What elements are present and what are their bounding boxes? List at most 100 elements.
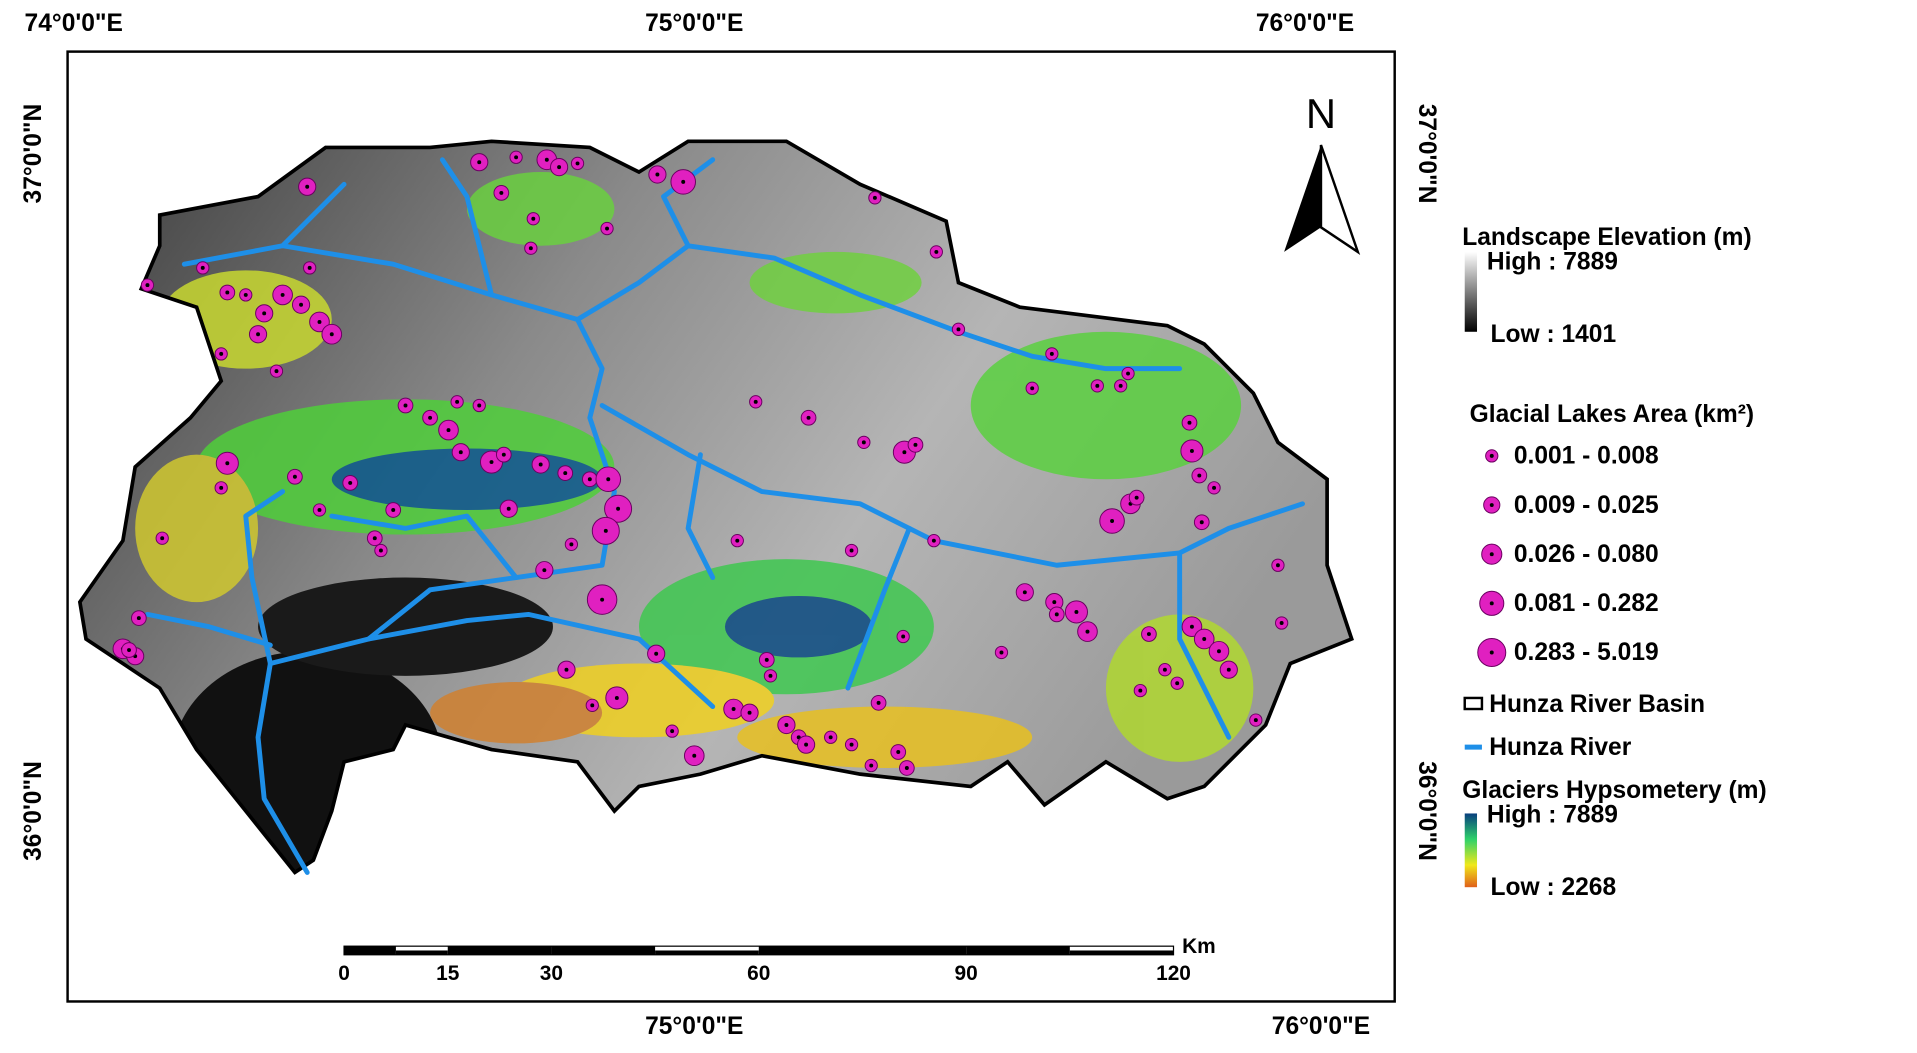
legend-label: 0.283 - 5.019 — [1514, 639, 1659, 666]
lake-center — [477, 403, 482, 408]
lake-center — [1074, 609, 1079, 614]
legend-title: Glacial Lakes Area (km²) — [1470, 401, 1754, 428]
lake-center — [896, 750, 901, 754]
lake-center — [569, 542, 574, 547]
lake-center — [542, 568, 547, 573]
lake-center — [1134, 495, 1139, 500]
legend-label: High : 7889 — [1487, 801, 1618, 828]
lake-center — [804, 742, 809, 747]
lake-center — [563, 471, 568, 476]
graticule-label: 75°0'0"E — [645, 1013, 743, 1040]
lake-center — [956, 327, 961, 332]
lake-center — [489, 460, 494, 464]
lake-center — [200, 265, 205, 270]
lake-center — [219, 485, 224, 490]
scale-segment — [655, 950, 759, 955]
lake-center — [747, 710, 752, 715]
lake-center — [1126, 371, 1131, 376]
lake-center — [902, 450, 907, 455]
scale-segment — [344, 946, 396, 955]
lake-center — [616, 506, 621, 511]
legend-title: Glaciers Hypsometery (m) — [1462, 777, 1766, 804]
lake-center — [1049, 351, 1054, 356]
lake-center — [731, 707, 736, 711]
lake-center — [872, 195, 877, 200]
legend-symbol-center — [1489, 601, 1494, 606]
lake-center — [528, 246, 533, 251]
lake-center — [1085, 629, 1090, 634]
lake-center — [372, 536, 377, 541]
scale-segment — [551, 946, 656, 955]
lake-center — [455, 399, 460, 404]
lake-center — [806, 415, 811, 420]
lake-center — [655, 172, 660, 177]
lake-center — [849, 742, 854, 747]
scale-segment — [758, 946, 967, 955]
lake-center — [590, 703, 595, 708]
lake-center — [1095, 383, 1100, 388]
lake-center — [1022, 590, 1027, 595]
legend-swatch — [1463, 696, 1484, 711]
lake-center — [1202, 637, 1207, 641]
lake-center — [329, 332, 334, 337]
legend-label: 0.081 - 0.282 — [1514, 590, 1659, 617]
lake-center — [1189, 624, 1194, 629]
legend-label: 0.009 - 0.025 — [1514, 492, 1659, 519]
lake-center — [428, 415, 433, 420]
lake-center — [538, 462, 543, 467]
lake-center — [901, 634, 906, 639]
graticule-label: 37°0'0"N — [1413, 104, 1440, 204]
lake-center — [499, 190, 504, 195]
lake-center — [1275, 563, 1280, 568]
legend-label: Low : 2268 — [1491, 874, 1617, 901]
lake-center — [317, 319, 322, 324]
lake-center — [1212, 485, 1217, 490]
lake-center — [849, 548, 854, 553]
lake-center — [564, 667, 569, 672]
lake-center — [1199, 520, 1204, 525]
lake-center — [869, 763, 874, 768]
lake-center — [587, 477, 592, 482]
lake-center — [145, 283, 150, 288]
lake-center — [1138, 688, 1143, 693]
lake-center — [670, 729, 675, 734]
scale-label: 60 — [747, 962, 770, 985]
lake-center — [1279, 621, 1284, 625]
lake-center — [1162, 667, 1167, 672]
lake-center — [274, 369, 279, 374]
scale-label: 90 — [955, 962, 978, 985]
graticule-label: 74°0'0"E — [25, 10, 123, 37]
graticule-label: 36°0'0"N — [20, 761, 47, 861]
lake-center — [1189, 449, 1194, 453]
lake-center — [753, 399, 758, 404]
lake-center — [262, 311, 267, 316]
lake-center — [160, 536, 165, 541]
lake-center — [913, 442, 918, 447]
graticule-label: 75°0'0"E — [645, 10, 743, 37]
legend-symbol-center — [1489, 552, 1494, 557]
scale-bar: Km 0 15 30 60 90 120 — [338, 935, 1215, 985]
lake-center — [934, 249, 939, 254]
lake-center — [1146, 632, 1151, 637]
lake-center — [603, 528, 608, 533]
lake-center — [735, 538, 740, 543]
lake-center — [136, 616, 141, 621]
lake-center — [501, 452, 506, 457]
scale-label: 15 — [436, 962, 460, 985]
lake-center — [506, 506, 511, 511]
legend-title: Landscape Elevation (m) — [1462, 224, 1751, 251]
lake-center — [1226, 667, 1231, 672]
legend-label: Hunza River Basin — [1489, 691, 1705, 718]
scale-segment — [447, 946, 552, 955]
lake-center — [446, 428, 451, 433]
lake-center — [531, 216, 536, 221]
lake-center — [1253, 718, 1258, 723]
lake-center — [348, 480, 353, 485]
lake-center — [514, 155, 519, 160]
lake-center — [477, 160, 482, 165]
lake-center — [280, 292, 285, 297]
lake-center — [606, 477, 611, 482]
lake-center — [654, 651, 659, 656]
